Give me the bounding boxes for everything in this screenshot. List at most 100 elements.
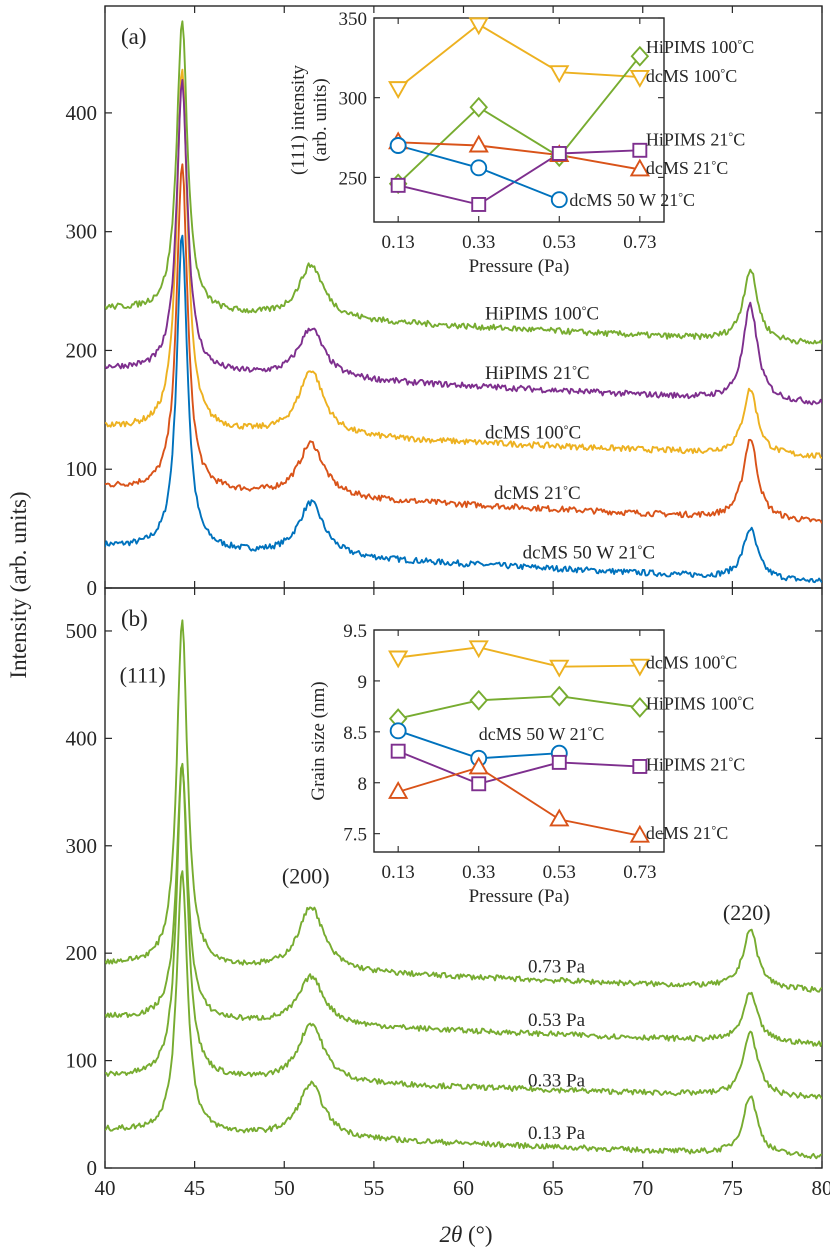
peak-label: (111): [120, 663, 166, 688]
inset-series-label: HiPIMS 100°C: [646, 693, 754, 713]
xrd-pattern-line: [105, 619, 822, 993]
circle-marker: [550, 191, 568, 209]
inset-series-label: HiPIMS 100°C: [646, 37, 754, 57]
series-label: 0.53 Pa: [528, 1010, 586, 1031]
curve-group: [105, 619, 822, 1160]
square-marker: [551, 754, 567, 770]
panel-a: 0 100 200 300 400 dcMS 50 W 21°C dcMS 21°C dcMS…: [66, 5, 823, 600]
square-marker: [390, 743, 406, 759]
triangle-down-marker: [468, 17, 489, 36]
inset-series-line: [397, 750, 640, 785]
diamond-marker: [469, 96, 488, 118]
inset-series-label: dcMS 100°C: [646, 653, 737, 673]
panel-label: (b): [121, 606, 148, 631]
inset-x-tick-label: 0.53: [543, 862, 576, 883]
inset-y-tick-label: 8.5: [343, 723, 367, 744]
inset-y-tick-label: 9.5: [343, 621, 367, 642]
triangle-up-marker: [388, 780, 409, 799]
xrd-pattern-line: [105, 234, 822, 584]
xrd-pattern-line: [105, 79, 822, 406]
inset-series-label: dcMS 100°C: [646, 66, 737, 86]
xrd-pattern-line: [105, 870, 822, 1160]
square-marker: [551, 146, 567, 161]
inset-x-tick-label: 0.73: [623, 232, 656, 253]
triangle-down-marker: [468, 640, 489, 659]
inset-x-tick-label: 0.13: [382, 232, 415, 253]
xrd-pattern-line: [105, 163, 822, 524]
y-tick-label: 300: [66, 834, 98, 858]
triangle-up-marker: [468, 134, 489, 153]
xrd-pattern-line: [105, 762, 822, 1100]
inset-series-label: dcMS 21°C: [646, 158, 728, 178]
triangle-up-marker: [549, 808, 570, 827]
y-tick-label: 400: [66, 101, 98, 125]
inset-series-line: [397, 23, 640, 89]
inset-y-axis-label: (111) intensity: [288, 65, 309, 175]
curve-group: [105, 20, 822, 584]
y-tick-label: 100: [66, 457, 98, 481]
y-tick-label: 0: [87, 576, 98, 600]
circle-marker: [389, 137, 407, 154]
inset-y-axis-label: Grain size (nm): [308, 681, 329, 800]
inset-y-tick-label: 9: [358, 672, 368, 693]
inset-x-axis-label: Pressure (Pa): [469, 256, 570, 277]
series-label: HiPIMS 21°C: [485, 363, 590, 384]
diamond-marker: [630, 696, 650, 718]
triangle-down-marker: [549, 65, 570, 84]
diamond-marker: [550, 685, 569, 707]
inset-series-line: [397, 55, 641, 185]
inset-series-label: dcMS 50 W 21°C: [479, 724, 605, 744]
y-tick-label: 200: [66, 338, 98, 362]
xrd-pattern-line: [105, 68, 822, 460]
inset-x-tick-label: 0.73: [623, 862, 656, 883]
series-label: dcMS 21°C: [494, 483, 581, 504]
xrd-pattern-line: [105, 764, 822, 1047]
series-label: dcMS 50 W 21°C: [523, 542, 655, 563]
inset-y-tick-label: 300: [339, 89, 368, 110]
inset-x-axis-label: Pressure (Pa): [469, 886, 570, 907]
x-tick-label: 80: [812, 1176, 830, 1200]
triangle-up-marker: [629, 158, 650, 177]
triangle-up-marker: [468, 756, 489, 775]
x-tick-label: 40: [95, 1176, 116, 1200]
x-tick-label: 65: [543, 1176, 564, 1200]
y-tick-label: 200: [66, 941, 98, 965]
x-tick-label: 75: [722, 1176, 743, 1200]
triangle-down-marker: [549, 659, 570, 678]
y-tick-label: 100: [66, 1049, 98, 1073]
x-tick-label: 60: [453, 1176, 474, 1200]
inset-y-tick-label: 7.5: [343, 825, 367, 846]
shared-x-axis-label: 2θ (°): [439, 1222, 492, 1247]
square-marker: [471, 197, 487, 212]
series-label: dcMS 100°C: [485, 422, 581, 443]
y-tick-label: 400: [66, 726, 98, 750]
square-marker: [390, 177, 406, 193]
triangle-down-marker: [388, 81, 409, 100]
triangle-down-marker: [629, 658, 650, 677]
inset-x-tick-label: 0.13: [382, 862, 415, 883]
series-label: 0.33 Pa: [528, 1070, 586, 1091]
inset-x-tick-label: 0.53: [543, 232, 576, 253]
inset-series-label: dcMS 50 W 21°C: [569, 190, 695, 210]
square-marker: [471, 776, 487, 792]
inset-y-tick-label: 350: [339, 9, 368, 30]
inset-series-line: [397, 149, 640, 206]
inset-frame: [373, 629, 665, 853]
inset-x-tick-label: 0.33: [462, 862, 495, 883]
y-tick-label: 300: [66, 220, 98, 244]
series-label: 0.13 Pa: [528, 1123, 586, 1144]
peak-label: (220): [723, 900, 771, 925]
inset-series-line: [397, 695, 640, 720]
inset-y-tick-label: 8: [358, 774, 368, 795]
x-tick-label: 55: [363, 1176, 384, 1200]
xrd-pattern-line: [105, 20, 822, 345]
inset-frame: [373, 17, 665, 223]
series-label: 0.73 Pa: [528, 957, 586, 978]
inset-series-label: dcMS 21°C: [646, 823, 728, 843]
series-label: HiPIMS 100°C: [485, 304, 599, 325]
circle-marker: [470, 159, 488, 177]
inset-x-tick-label: 0.33: [462, 232, 495, 253]
y-tick-label: 0: [87, 1156, 98, 1180]
inset-series-line: [397, 766, 640, 837]
